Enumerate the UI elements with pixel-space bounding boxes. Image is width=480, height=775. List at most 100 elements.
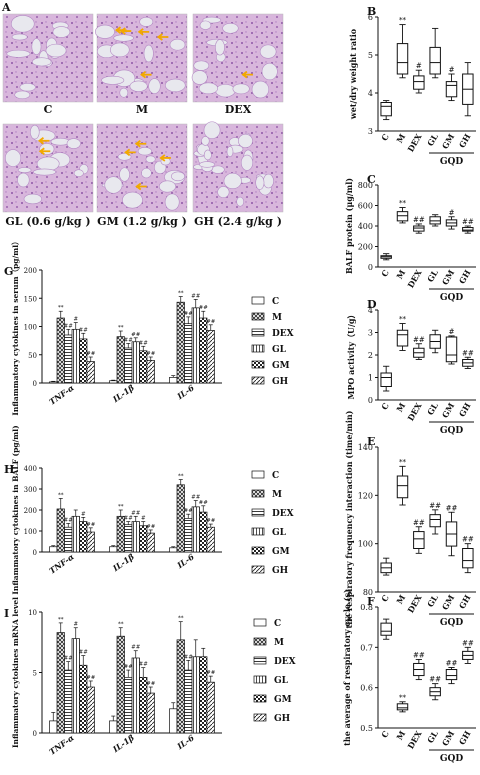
alveolus-space bbox=[31, 38, 42, 55]
bar bbox=[49, 546, 58, 553]
bar bbox=[169, 708, 178, 734]
bar bbox=[124, 524, 133, 553]
arrow-icon bbox=[156, 33, 169, 41]
legend-label: GM bbox=[272, 361, 290, 371]
box bbox=[413, 531, 425, 549]
alveolus-space bbox=[14, 90, 31, 100]
x-tick-label: IL-6 bbox=[174, 382, 196, 401]
bar bbox=[169, 547, 178, 553]
image-label: GH (2.4 g/kg ) bbox=[194, 215, 282, 228]
x-tick-label: GH bbox=[457, 132, 473, 150]
significance-mark: ## bbox=[184, 654, 194, 660]
alveolus-space bbox=[148, 78, 161, 94]
alveolus-space bbox=[263, 173, 274, 189]
alveolus-space bbox=[238, 133, 253, 148]
arrow-icon bbox=[137, 28, 150, 36]
alveolus-space bbox=[94, 24, 115, 39]
y-tick-label: 4 bbox=[368, 306, 373, 315]
arrow-icon bbox=[241, 70, 253, 79]
bar bbox=[86, 531, 95, 553]
y-tick-label: 0 bbox=[368, 263, 373, 272]
y-tick-label: 400 bbox=[358, 222, 373, 231]
legend-swatch bbox=[253, 637, 267, 646]
significance-mark: ## bbox=[199, 500, 209, 506]
x-tick-label: GH bbox=[457, 401, 473, 419]
bar bbox=[64, 669, 73, 734]
bar bbox=[116, 635, 125, 734]
alveolus-space bbox=[11, 33, 28, 41]
x-tick-label: GM bbox=[440, 268, 457, 287]
alveolus-space bbox=[203, 121, 221, 139]
significance-mark: ## bbox=[131, 510, 141, 516]
bar bbox=[109, 380, 118, 384]
box bbox=[396, 475, 409, 499]
legend-swatch bbox=[251, 565, 265, 574]
bar bbox=[184, 323, 193, 384]
bar bbox=[169, 377, 178, 384]
histology-image-4: GM (1.2 g/kg ) bbox=[96, 123, 188, 228]
x-tick-label: TNF-α bbox=[47, 732, 76, 756]
significance-mark: ** bbox=[58, 617, 64, 623]
x-tick-label: DEX bbox=[405, 400, 424, 422]
legend-label: GM bbox=[274, 695, 292, 705]
alveolus-space bbox=[261, 62, 278, 81]
alveolus-space bbox=[164, 193, 180, 211]
bar bbox=[71, 328, 80, 384]
bar bbox=[146, 360, 155, 384]
significance-mark: ** bbox=[178, 474, 184, 480]
alveolus-space bbox=[32, 57, 52, 67]
bar bbox=[124, 676, 133, 734]
y-tick-label: 3 bbox=[368, 329, 373, 338]
alveolus-space bbox=[198, 82, 218, 95]
y-tick-label: 0.6 bbox=[360, 684, 373, 693]
histology-image-1: M bbox=[94, 13, 188, 116]
box bbox=[380, 102, 392, 117]
legend-swatch bbox=[251, 328, 265, 337]
bar bbox=[71, 515, 80, 553]
legend-swatch bbox=[251, 470, 265, 479]
chart-D: D 0 1 2 3 4 MPO activity（U/g） C ** M ## DEX GL # GM ## G… bbox=[346, 298, 476, 436]
x-tick-label: TNF-α bbox=[47, 551, 76, 575]
box bbox=[445, 669, 458, 681]
significance-mark: ## bbox=[206, 518, 216, 524]
bar bbox=[109, 720, 118, 734]
box bbox=[462, 227, 474, 232]
alveolus-space bbox=[226, 146, 234, 158]
x-tick-label: C bbox=[379, 132, 391, 143]
legend-swatch bbox=[253, 675, 267, 684]
significance-mark: ## bbox=[124, 337, 134, 343]
legend-label: DEX bbox=[274, 657, 296, 667]
y-tick-label: 80 bbox=[363, 588, 373, 597]
significance-mark: ## bbox=[413, 216, 425, 224]
y-tick-label: 0 bbox=[33, 549, 37, 557]
alveolus-space bbox=[199, 20, 212, 30]
x-tick-label: GL bbox=[425, 268, 440, 284]
y-axis-label: Inflammatory cytokines mRNA level bbox=[11, 597, 20, 748]
image-label: C bbox=[44, 103, 53, 116]
significance-mark: ** bbox=[399, 200, 407, 208]
legend-label: GH bbox=[272, 377, 289, 387]
x-tick-label: GL bbox=[425, 132, 440, 148]
significance-mark: ## bbox=[462, 349, 474, 357]
significance-mark: ## bbox=[191, 495, 201, 501]
x-tick-label: GH bbox=[457, 268, 473, 286]
y-tick-label: 5 bbox=[368, 51, 373, 60]
alveolus-space bbox=[36, 156, 60, 171]
alveolus-space bbox=[66, 138, 81, 149]
bar bbox=[56, 632, 65, 734]
alveolus-space bbox=[33, 168, 57, 176]
bar bbox=[131, 521, 140, 553]
significance-mark: ** bbox=[58, 492, 64, 498]
bar bbox=[199, 317, 208, 384]
panel-letter-D: D bbox=[367, 298, 377, 311]
y-tick-label: 200 bbox=[358, 243, 373, 252]
y-axis-label: Inflammatory cytokines in serum（pg/ml） bbox=[10, 237, 20, 415]
alveolus-space bbox=[139, 16, 154, 27]
alveolus-space bbox=[30, 124, 40, 140]
alveolus-space bbox=[259, 44, 277, 59]
x-tick-label: GM bbox=[440, 593, 457, 612]
significance-mark: ** bbox=[118, 325, 124, 331]
alveolus-space bbox=[240, 154, 254, 171]
